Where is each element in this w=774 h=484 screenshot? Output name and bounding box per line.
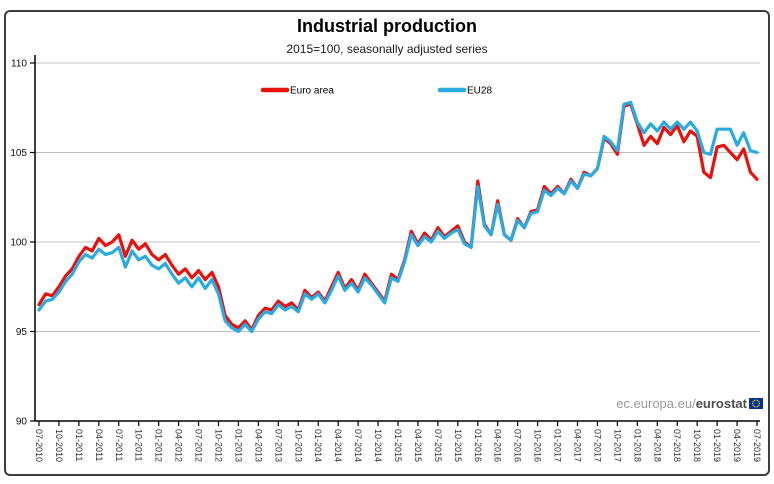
watermark-prefix: ec.europa.eu/ [616, 396, 696, 411]
x-tick-label-07-2010: 07-2010 [34, 429, 44, 462]
y-tick-label-90: 90 [16, 417, 28, 428]
x-tick-label-10-2016: 10-2016 [533, 429, 543, 462]
series-line-euro-area [37, 102, 759, 332]
x-tick-label-10-2012: 10-2012 [214, 429, 224, 462]
x-tick-label-10-2018: 10-2018 [692, 429, 702, 462]
x-tick-label-01-2016: 01-2016 [473, 429, 483, 462]
y-tick-label-105: 105 [10, 148, 27, 159]
eu-flag-star [755, 399, 757, 401]
x-tick-label-01-2018: 01-2018 [632, 429, 642, 462]
y-tick-label-100: 100 [10, 238, 27, 249]
x-tick-label-04-2017: 04-2017 [573, 429, 583, 462]
x-tick-label-01-2017: 01-2017 [553, 429, 563, 462]
x-tick-label-07-2018: 07-2018 [672, 429, 682, 462]
y-tick-label-95: 95 [16, 327, 28, 338]
eu-flag-star [753, 405, 755, 408]
eu-flag-star [751, 402, 754, 405]
x-tick-label-07-2019: 07-2019 [752, 429, 762, 462]
x-tick-label-07-2012: 07-2012 [194, 429, 204, 462]
eu-flag-star [752, 401, 754, 403]
x-tick-label-07-2015: 07-2015 [433, 429, 443, 462]
x-tick-label-01-2019: 01-2019 [712, 429, 722, 462]
x-tick-label-04-2012: 04-2012 [174, 429, 184, 462]
x-tick-label-04-2015: 04-2015 [413, 429, 423, 462]
x-tick-label-04-2014: 04-2014 [333, 429, 343, 462]
x-tick-label-01-2015: 01-2015 [393, 429, 403, 462]
eu-flag-icon [749, 398, 763, 409]
eu-flag-star [757, 405, 759, 408]
eu-flag-bg [749, 398, 763, 409]
x-tick-label-10-2017: 10-2017 [612, 429, 622, 462]
watermark: ec.europa.eu/eurostat [616, 396, 763, 411]
eu-flag-star [758, 401, 760, 403]
x-tick-label-07-2013: 07-2013 [273, 429, 283, 462]
eu-flag-stars [751, 399, 761, 408]
x-tick-label-01-2013: 01-2013 [233, 429, 243, 462]
x-tick-label-10-2014: 10-2014 [373, 429, 383, 462]
x-tick-label-10-2015: 10-2015 [453, 429, 463, 462]
x-tick-label-07-2016: 07-2016 [513, 429, 523, 462]
watermark-brand: eurostat [695, 396, 747, 411]
y-tick-label-110: 110 [11, 59, 27, 70]
eu-flag-star [755, 406, 757, 408]
chart-title: Industrial production [297, 16, 477, 36]
eu-flag-star [757, 399, 759, 402]
chart-subtitle: 2015=100, seasonally adjusted series [286, 42, 488, 56]
x-tick-label-01-2011: 01-2011 [74, 429, 84, 461]
x-tick-label-01-2012: 01-2012 [154, 429, 164, 462]
x-tick-label-10-2013: 10-2013 [293, 429, 303, 462]
eu-flag-star [752, 404, 754, 406]
x-tick-label-07-2017: 07-2017 [592, 429, 602, 462]
x-tick-label-04-2019: 04-2019 [732, 429, 742, 462]
x-tick-label-04-2018: 04-2018 [652, 429, 662, 462]
series-line-eu28 [37, 100, 759, 334]
x-tick-label-04-2013: 04-2013 [253, 429, 263, 462]
eu-flag-star [758, 404, 760, 406]
eu-flag-star [753, 399, 755, 402]
legend-label-euro-area: Euro area [290, 86, 334, 97]
x-tick-label-04-2011: 04-2011 [94, 429, 104, 461]
x-tick-label-07-2011: 07-2011 [114, 429, 124, 461]
x-tick-label-04-2016: 04-2016 [493, 429, 503, 462]
x-tick-label-07-2014: 07-2014 [353, 429, 363, 462]
x-tick-label-10-2011: 10-2011 [134, 429, 144, 461]
eu-flag-star [758, 402, 761, 405]
x-tick-label-01-2014: 01-2014 [313, 429, 323, 462]
x-tick-label-10-2010: 10-2010 [54, 429, 64, 462]
legend-label-eu28: EU28 [467, 86, 492, 97]
